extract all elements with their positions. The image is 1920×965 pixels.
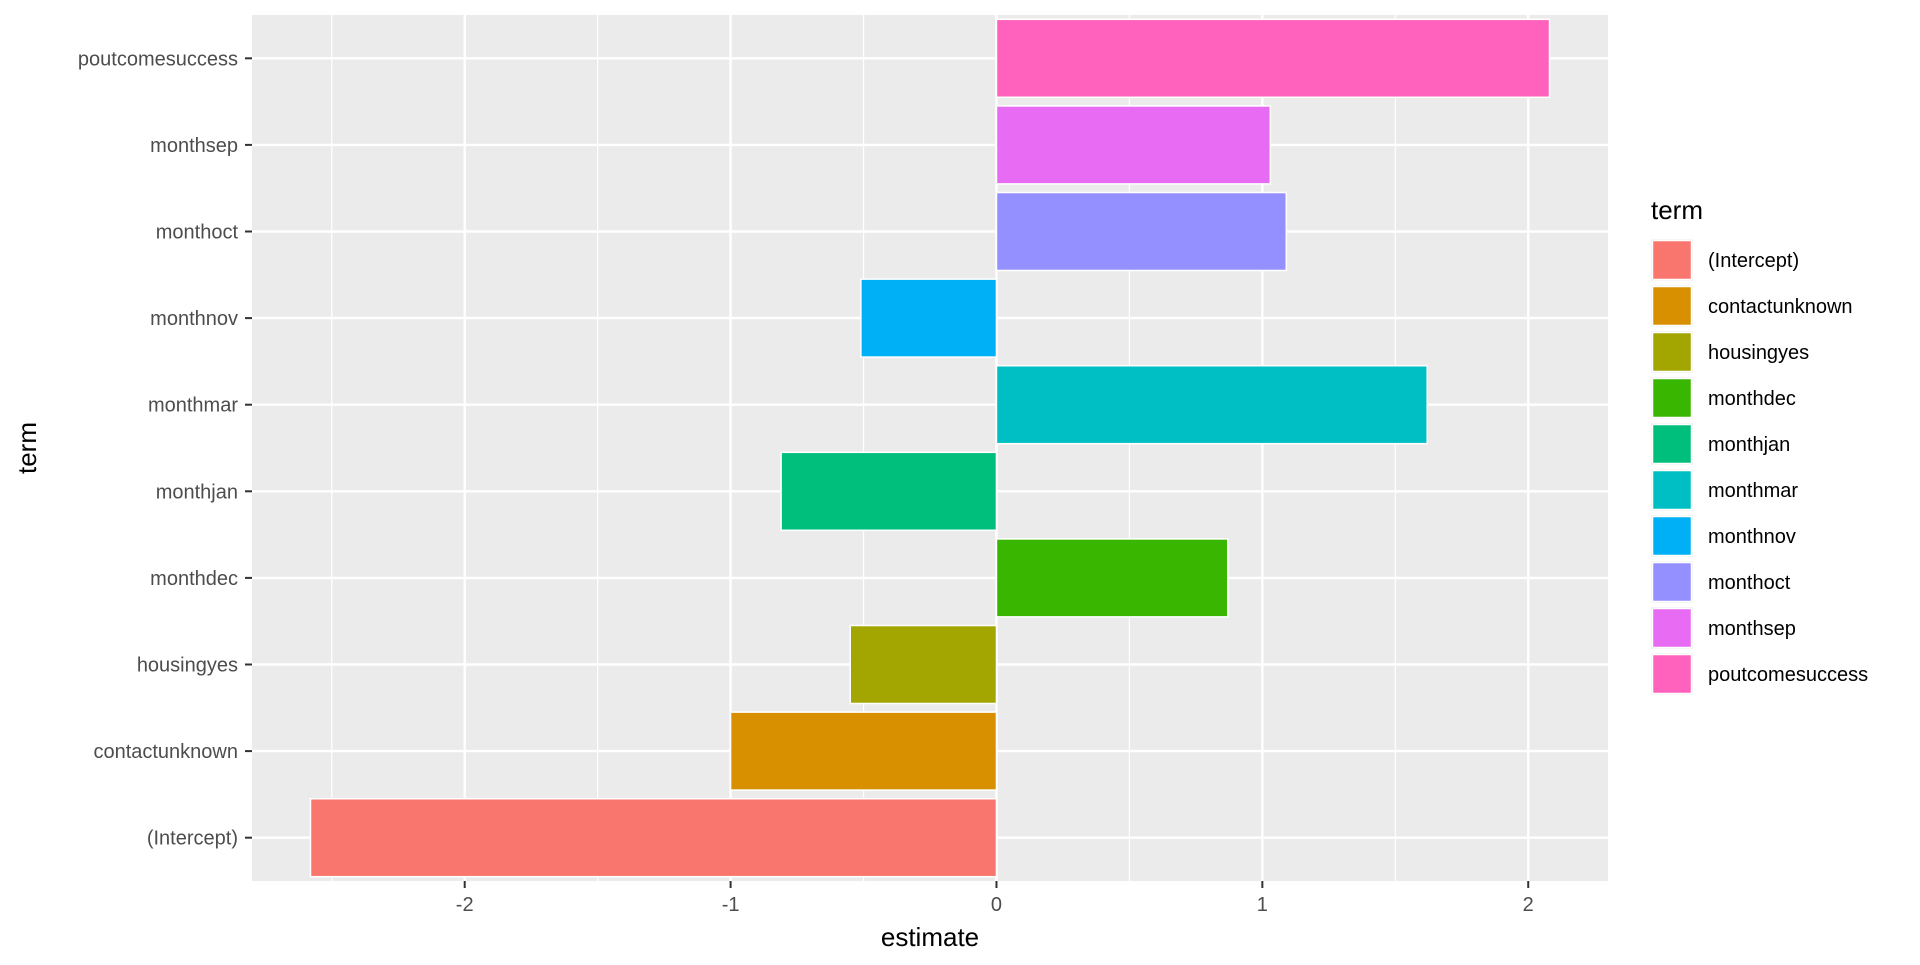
bar-monthnov [860,278,998,358]
y-tick-label: monthjan [156,481,238,503]
bar-poutcomesuccess [995,18,1551,99]
legend-items: (Intercept) contactunknown housingyes month… [1651,239,1868,695]
y-tick-label: contactunknown [93,741,238,763]
legend-key [1651,561,1693,603]
x-tick-label: 0 [991,894,1002,916]
legend-label: monthoct [1708,572,1791,594]
legend-key [1651,285,1693,327]
y-tick-label: monthnov [150,308,238,330]
y-axis-title: term [12,422,42,474]
legend-label: monthsep [1708,618,1796,640]
y-tick-label: monthmar [148,395,238,417]
x-axis-title: estimate [881,922,979,952]
x-tick-label: -1 [722,894,740,916]
legend-label: contactunknown [1708,296,1853,318]
legend-key [1651,423,1693,465]
legend-label: poutcomesuccess [1708,664,1868,686]
legend-title: term [1651,195,1703,225]
legend-label: (Intercept) [1708,250,1799,272]
x-tick-label: 1 [1257,894,1268,916]
x-tick-label: -2 [456,894,474,916]
bars [309,18,1551,878]
legend-key [1651,469,1693,511]
legend-label: monthjan [1708,434,1790,456]
legend-label: monthdec [1708,388,1796,410]
bar-contactunknown [729,711,998,791]
bar-monthoct [995,191,1288,272]
legend: term (Intercept) contactunknown housingyes… [1651,195,1868,695]
y-tick-label: (Intercept) [147,828,238,850]
bar-monthjan [780,451,998,532]
legend-key [1651,377,1693,419]
y-tick-label: poutcomesuccess [78,48,238,70]
x-tick-label: 2 [1523,894,1534,916]
y-tick-label: monthsep [150,135,238,157]
legend-label: monthmar [1708,480,1798,502]
legend-label: monthnov [1708,526,1796,548]
legend-key [1651,653,1693,695]
x-axis: -2 -1 0 1 2 [456,881,1534,916]
legend-key [1651,331,1693,373]
y-tick-label: monthoct [156,222,239,244]
bar-intercept [309,797,998,878]
bar-monthmar [995,364,1428,445]
legend-key [1651,607,1693,649]
bar-monthsep [995,105,1272,185]
y-tick-label: housingyes [137,655,238,677]
legend-label: housingyes [1708,342,1809,364]
bar-monthdec [995,538,1229,618]
legend-key [1651,239,1693,281]
bar-housingyes [849,624,998,705]
y-axis: (Intercept) contactunknown housingyes month… [78,48,252,850]
y-tick-label: monthdec [150,568,238,590]
legend-key [1651,515,1693,557]
